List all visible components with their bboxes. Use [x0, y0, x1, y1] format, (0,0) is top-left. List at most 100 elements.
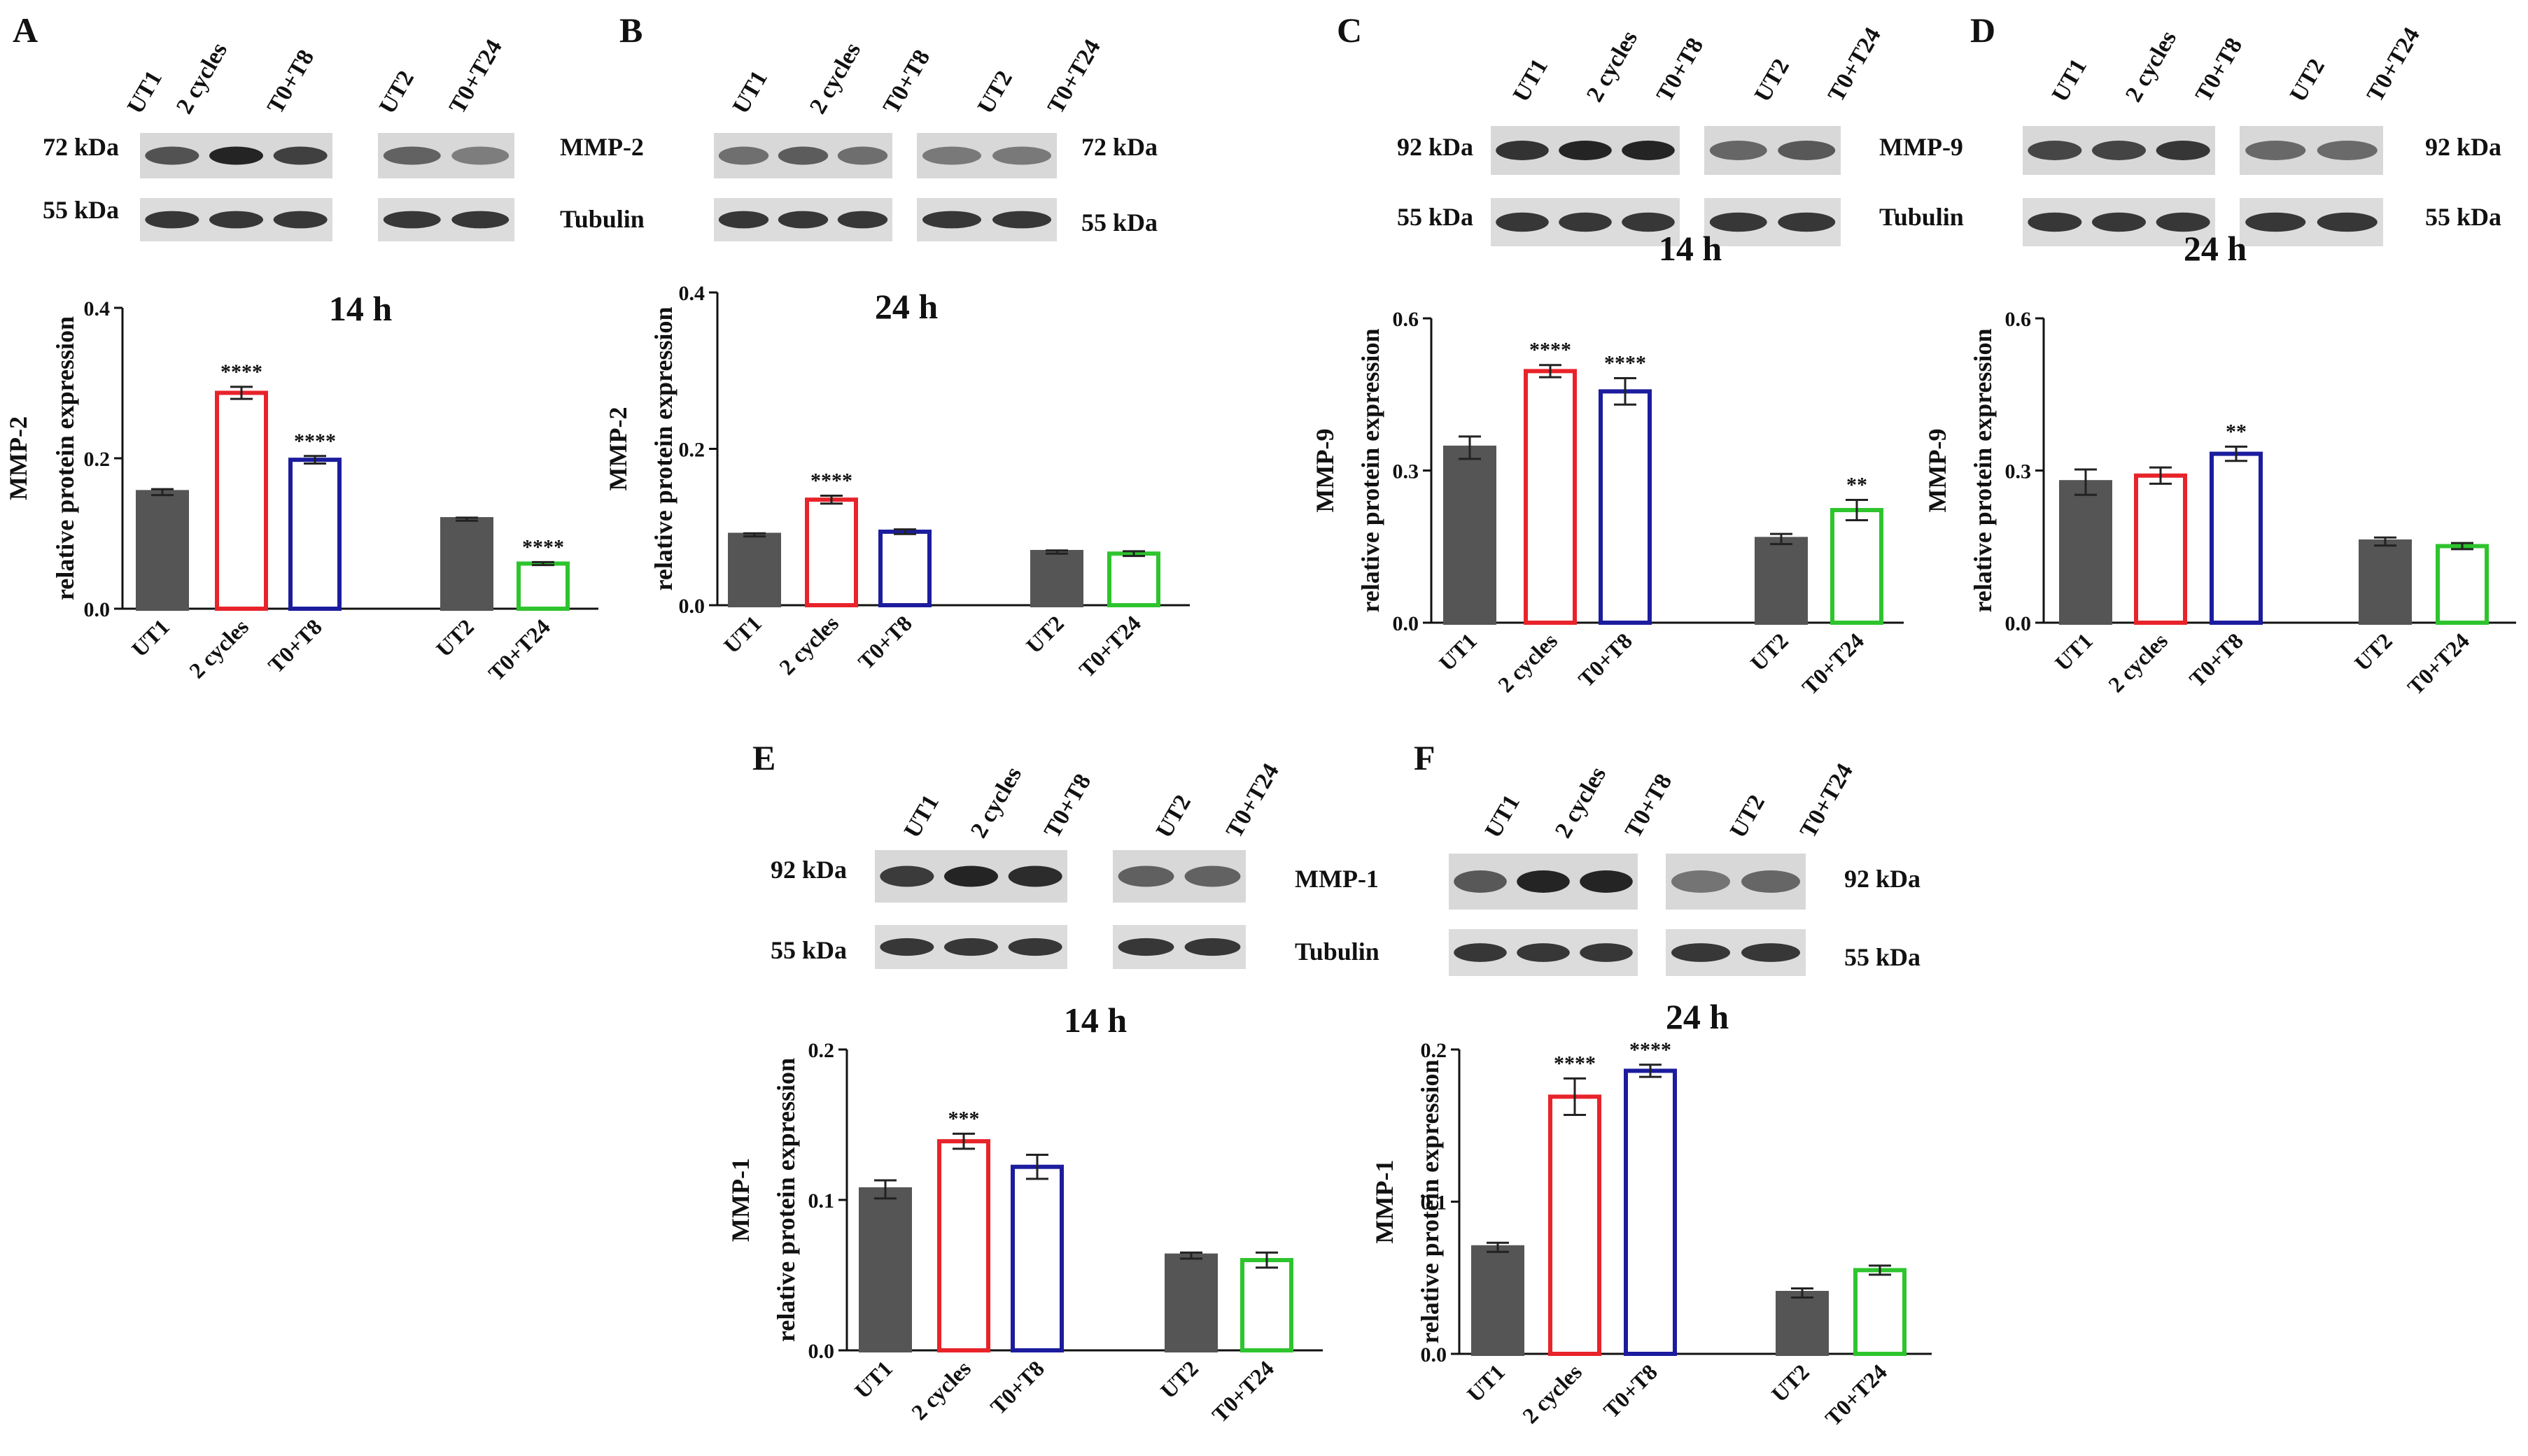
bar-t0-t8 — [1011, 1164, 1064, 1352]
bar-t0-t8 — [2210, 451, 2263, 625]
x-tick-label: T0+T8 — [853, 610, 917, 674]
x-tick-label: 2 cycles — [774, 610, 843, 679]
kda-label-bottom: 55 kDa — [43, 196, 119, 224]
blot-band — [2245, 141, 2306, 160]
blot-band — [992, 146, 1051, 165]
blot-band — [145, 211, 199, 229]
protein-label: MMP-1 — [1295, 865, 1379, 893]
blot-lane-label: UT2 — [374, 66, 419, 118]
bar-t0-t24 — [1830, 508, 1883, 625]
blot-band — [718, 146, 769, 165]
y-axis-label: MMP-9 — [1923, 429, 1951, 513]
loading-control-label: Tubulin — [1879, 203, 1964, 231]
chart-title: 14 h — [1659, 229, 1722, 268]
blot-band — [383, 146, 441, 165]
kda-label-bottom: 55 kDa — [771, 936, 847, 964]
blot-band — [778, 146, 829, 165]
bar-ut1 — [859, 1187, 912, 1352]
x-tick-label: UT1 — [1462, 1359, 1510, 1406]
y-tick-label: 0.3 — [2005, 460, 2032, 483]
blot-band — [837, 211, 888, 229]
bar-2-cycles — [1548, 1094, 1601, 1357]
bar-2-cycles — [1524, 369, 1577, 625]
y-axis-label: MMP-2 — [604, 407, 632, 491]
x-tick-label: T0+T24 — [1820, 1359, 1891, 1430]
y-tick-label: 0.1 — [1421, 1192, 1447, 1215]
x-tick-label: UT2 — [1021, 610, 1069, 658]
bar-ut2 — [1755, 537, 1808, 625]
bar-ut2 — [440, 517, 493, 612]
significance-label: **** — [294, 430, 336, 453]
blot-band — [1184, 865, 1241, 887]
y-tick-label: 0.2 — [808, 1039, 835, 1062]
significance-label: **** — [1604, 352, 1646, 375]
blot-band — [880, 865, 934, 887]
blot-lane-label: 2 cycles — [2121, 27, 2182, 106]
x-tick-label: T0+T24 — [1797, 628, 1868, 699]
blot-lane-label: UT1 — [122, 66, 167, 118]
x-tick-label: UT1 — [719, 610, 766, 658]
blot-band — [944, 938, 998, 956]
blot-band — [451, 146, 510, 165]
bar-ut1 — [728, 532, 781, 607]
blot-band — [2092, 212, 2146, 232]
y-tick-label: 0.3 — [1393, 460, 1419, 483]
kda-label-bottom: 55 kDa — [1397, 203, 1473, 231]
bar-t0-t8 — [878, 529, 932, 608]
blot-band — [2028, 212, 2082, 232]
blot-band — [1709, 141, 1767, 160]
x-tick-label: UT2 — [1746, 628, 1793, 675]
loading-control-label: Tubulin — [560, 205, 645, 233]
blot-lane-label: T0+T8 — [1039, 770, 1096, 842]
x-tick-label: T0+T8 — [985, 1355, 1049, 1419]
bar-t0-t24 — [1107, 551, 1160, 607]
blot-band — [2156, 141, 2210, 160]
blot-band — [1517, 943, 1570, 962]
bar-t0-t8 — [288, 458, 342, 612]
blot-band — [1622, 141, 1675, 160]
blot-lane-label: 2 cycles — [171, 38, 232, 118]
panel-letter: F — [1414, 738, 1435, 777]
blot-band — [2156, 212, 2210, 232]
western-blot-image — [875, 850, 1246, 969]
blot-band — [1496, 212, 1549, 232]
blot-lane-label: T0+T8 — [1620, 770, 1677, 842]
y-tick-label: 0.0 — [808, 1340, 835, 1363]
bar-2-cycles — [215, 390, 268, 611]
blot-lane-label: 2 cycles — [1550, 763, 1611, 842]
blot-band — [1496, 141, 1549, 160]
western-blot-image — [140, 133, 514, 241]
protein-label: MMP-9 — [1879, 133, 1963, 161]
blot-lane-label: UT1 — [2047, 55, 2092, 106]
blot-lane-label: UT2 — [1151, 791, 1196, 842]
blot-band — [1741, 870, 1800, 893]
kda-label-top: 92 kDa — [2425, 133, 2501, 161]
y-axis-label: relative protein expression — [772, 1058, 800, 1342]
chart-title: 14 h — [1064, 1001, 1128, 1040]
blot-band — [922, 211, 981, 229]
blot-band — [1118, 938, 1174, 956]
kda-label-bottom: 55 kDa — [1081, 208, 1158, 236]
x-tick-label: T0+T24 — [483, 614, 554, 685]
kda-label-bottom: 55 kDa — [1844, 943, 1920, 971]
blot-lane-label: UT2 — [2285, 55, 2330, 106]
significance-label: **** — [810, 469, 852, 493]
bar-2-cycles — [2134, 473, 2187, 625]
bar-2-cycles — [805, 497, 858, 608]
x-tick-label: T0+T24 — [1207, 1355, 1278, 1427]
western-blot-image — [714, 133, 1057, 241]
bar-t0-t24 — [2436, 544, 2489, 625]
x-tick-label: 2 cycles — [1493, 628, 1562, 697]
y-tick-label: 0.0 — [1421, 1343, 1447, 1366]
x-tick-label: UT1 — [1434, 628, 1482, 675]
blot-band — [1709, 212, 1767, 232]
blot-band — [1184, 938, 1241, 956]
significance-label: *** — [948, 1107, 980, 1130]
blot-band — [1580, 870, 1633, 893]
blot-band — [209, 146, 263, 165]
bar-t0-t24 — [1853, 1268, 1906, 1356]
y-axis-label: relative protein expression — [1969, 329, 1997, 613]
